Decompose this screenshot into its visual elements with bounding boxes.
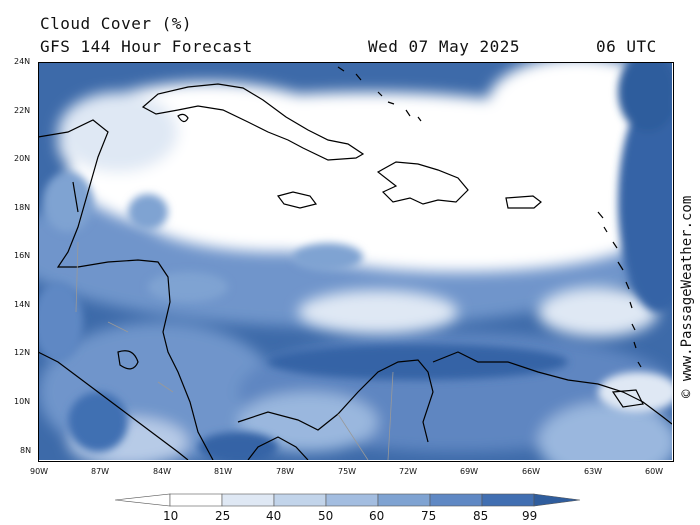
colorbar-label-50: 50 <box>318 509 334 523</box>
lat-label-20n: 20N <box>14 154 31 163</box>
colorbar-label-25: 25 <box>215 509 231 523</box>
lon-label-60w: 60W <box>645 467 664 476</box>
colorbar-label-10: 10 <box>163 509 179 523</box>
colorbar-bin <box>169 493 223 507</box>
lat-label-24n: 24N <box>14 57 31 66</box>
central-america-coast <box>38 119 214 460</box>
cloud-field <box>38 62 672 460</box>
colorbar-label-60: 60 <box>369 509 385 523</box>
cloud-cover-map <box>38 62 672 460</box>
colorbar-label-75: 75 <box>421 509 437 523</box>
lat-label-18n: 18N <box>14 203 31 212</box>
bahamas <box>337 66 422 122</box>
cuba-outline <box>141 83 365 161</box>
forecast-date: Wed 07 May 2025 <box>368 37 520 56</box>
lon-label-66w: 66W <box>522 467 541 476</box>
colorbar-label-99: 99 <box>522 509 538 523</box>
colorbar-left-arrow <box>115 493 171 507</box>
map-frame <box>38 62 674 462</box>
colorbar-bin <box>221 493 275 507</box>
trinidad-outline <box>611 389 644 408</box>
lat-label-8n: 8N <box>20 446 32 455</box>
lon-label-81w: 81W <box>214 467 233 476</box>
credit-text: © www.PassageWeather.com <box>679 196 695 398</box>
lat-label-22n: 22N <box>14 106 31 115</box>
colorbar-bin <box>377 493 431 507</box>
colorbar-bin <box>325 493 379 507</box>
jamaica-outline <box>276 191 318 209</box>
lon-label-87w: 87W <box>91 467 110 476</box>
lon-label-78w: 78W <box>276 467 295 476</box>
puerto-rico-outline <box>505 195 542 209</box>
colorbar-bin <box>273 493 327 507</box>
coastlines <box>38 66 672 460</box>
lon-label-63w: 63W <box>584 467 603 476</box>
borders <box>75 241 394 460</box>
forecast-label: GFS 144 Hour Forecast <box>40 37 253 56</box>
isle-of-youth <box>177 113 189 123</box>
colorbar-bin <box>429 493 483 507</box>
lon-label-69w: 69W <box>460 467 479 476</box>
lon-label-75w: 75W <box>338 467 357 476</box>
pacific-coast <box>38 351 309 460</box>
lat-label-14n: 14N <box>14 300 31 309</box>
colorbar-right-arrow <box>533 493 581 507</box>
lesser-antilles <box>597 211 642 368</box>
colorbar-label-40: 40 <box>266 509 282 523</box>
lat-label-12n: 12N <box>14 348 31 357</box>
forecast-time: 06 UTC <box>596 37 657 56</box>
lon-label-72w: 72W <box>399 467 418 476</box>
lon-label-90w: 90W <box>30 467 49 476</box>
credit-watermark: © www.PassageWeather.com <box>679 196 695 398</box>
hispaniola-outline <box>376 161 469 205</box>
lat-label-10n: 10N <box>14 397 31 406</box>
colorbar-label-85: 85 <box>473 509 489 523</box>
south-america-coast <box>237 351 672 443</box>
colorbar-bin <box>481 493 535 507</box>
lake-nicaragua <box>117 350 139 370</box>
lat-label-16n: 16N <box>14 251 31 260</box>
map-title: Cloud Cover (%) <box>40 14 192 33</box>
lon-label-84w: 84W <box>153 467 172 476</box>
yucatan-coast <box>38 82 79 213</box>
colorbar <box>115 493 581 507</box>
